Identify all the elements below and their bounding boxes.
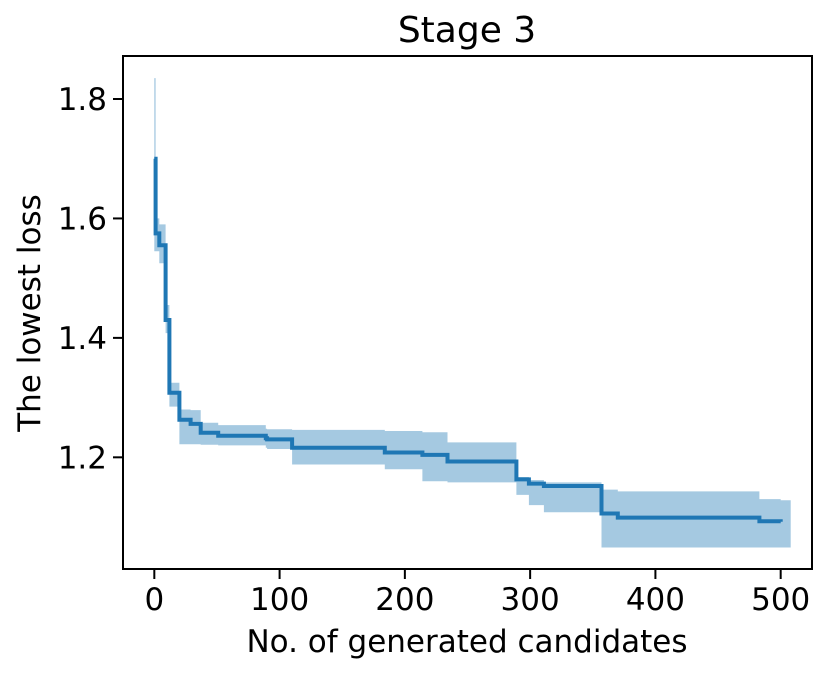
y-tick-label: 1.2 [58, 440, 107, 476]
y-tick-label: 1.6 [58, 201, 107, 237]
x-tick-label: 500 [751, 582, 810, 618]
x-tick-label: 300 [501, 582, 560, 618]
x-tick-label: 200 [375, 582, 434, 618]
plot-spines [122, 55, 813, 570]
chart-title: Stage 3 [398, 10, 536, 51]
x-axis: 0 100 200 300 400 500 [144, 569, 810, 618]
confidence-band [154, 78, 791, 548]
x-tick-label: 0 [144, 582, 164, 618]
x-axis-label: No. of generated candidates [246, 624, 687, 660]
y-tick-label: 1.4 [58, 321, 107, 357]
y-axis: 1.2 1.4 1.6 1.8 [58, 82, 123, 476]
y-tick-label: 1.8 [58, 82, 107, 118]
x-tick-label: 400 [626, 582, 685, 618]
x-tick-label: 100 [250, 582, 309, 618]
loss-line [153, 156, 783, 524]
y-axis-label: The lowest loss [12, 194, 48, 433]
